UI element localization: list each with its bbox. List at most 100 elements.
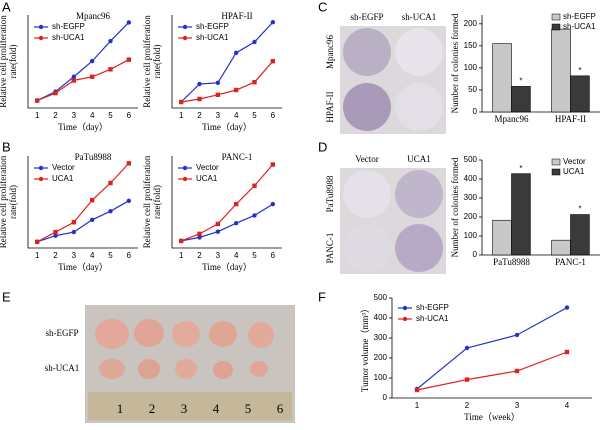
y-axis-label: rate(fold) [152,185,162,219]
significance: * [519,164,522,173]
legend-marker [182,176,188,182]
point [215,229,221,234]
legend-swatch [551,23,561,31]
axis [27,156,138,249]
line [416,351,568,391]
axis [27,15,138,109]
axis [171,15,282,109]
point [215,80,221,86]
x-tick-label: 5 [252,251,257,260]
y-tick-label: 300 [464,193,478,202]
point [197,96,202,102]
line [36,200,130,243]
y-tick-label: 200 [464,19,478,28]
point [89,74,95,79]
point [108,209,113,214]
x-tick-label: 2 [53,111,58,120]
x-tick-label: 5 [252,111,257,120]
x-tick-label: 5 [108,251,113,260]
x-tick-label: 3 [72,251,77,260]
panel-letter: F [318,289,326,304]
point [71,229,77,235]
point [53,229,58,235]
bar [492,219,512,256]
point [464,377,470,382]
x-tick-label: 1 [415,401,420,410]
legend-label: Vector [563,157,586,166]
legend-swatch [551,158,561,166]
y-tick-label: 500 [374,293,388,302]
legend-marker [402,316,408,322]
point [233,50,239,55]
y-tick-label: 500 [464,155,478,164]
legend-label: sh-UCA1 [563,22,596,31]
chart-title: PANC-1 [222,152,253,162]
x-tick-label: HPAF-II [555,114,586,124]
point [71,220,77,225]
point [270,201,276,207]
x-tick-label: 4 [90,111,95,120]
point [126,161,132,166]
line [36,162,130,243]
y-axis-label: Relative cell proliferation [142,15,152,108]
x-tick-label: 4 [565,401,570,410]
y-tick-label: 300 [374,333,388,342]
row-label: HPAF-II [325,91,335,122]
y-tick-label: 200 [374,353,388,362]
row-label: Mpanc96 [325,35,335,69]
point [34,239,40,245]
bar [570,75,590,113]
y-tick-label: 100 [464,63,478,72]
x-tick-label: 2 [197,251,202,260]
legend-label: sh-EGFP [52,22,85,31]
y-tick-label: 400 [374,313,388,322]
point [89,217,95,222]
legend-marker [182,165,188,171]
y-tick-label: 150 [464,41,478,50]
point [89,197,95,203]
point [197,81,202,87]
x-tick-label: 2 [53,251,58,260]
x-tick-label: 1 [179,111,184,120]
legend-swatch [551,168,561,176]
x-tick-label: 3 [216,111,221,120]
legend-marker [402,305,408,311]
x-tick-label: 4 [90,251,95,260]
x-axis-label: Time（day） [58,122,108,132]
point [514,332,520,338]
x-tick-label: 6 [271,251,276,260]
x-tick-label: Mpanc96 [495,114,529,124]
x-tick-label: PaTu8988 [493,257,530,267]
point [108,38,113,44]
point [178,238,184,244]
legend-label: UCA1 [52,174,74,183]
bar [511,173,531,256]
y-axis-label: Number of colonies formed [450,157,460,257]
legend-marker [38,24,44,30]
legend-label: sh-EGFP [563,12,596,21]
ruler-label: 5 [245,401,252,416]
column-label: sh-UCA1 [402,12,437,22]
point [215,221,221,227]
line [181,60,274,103]
y-tick-label: 0 [473,107,478,116]
legend-label: sh-UCA1 [52,33,85,42]
ruler-label: 6 [277,401,284,416]
line [36,59,130,102]
y-tick-label: 400 [464,174,478,183]
point [252,80,257,85]
point [464,345,470,351]
y-tick-label: 0 [383,393,388,402]
point [233,87,239,93]
x-tick-label: 2 [197,111,202,120]
legend-label: sh-UCA1 [416,314,449,323]
x-axis-label: Time（day） [202,122,252,132]
y-tick-label: 50 [468,85,477,94]
column-label: UCA1 [407,154,431,164]
point [197,231,202,237]
point [53,90,58,96]
point [514,368,520,374]
y-axis-label: Number of colonies formed [450,13,460,113]
point [126,198,132,203]
